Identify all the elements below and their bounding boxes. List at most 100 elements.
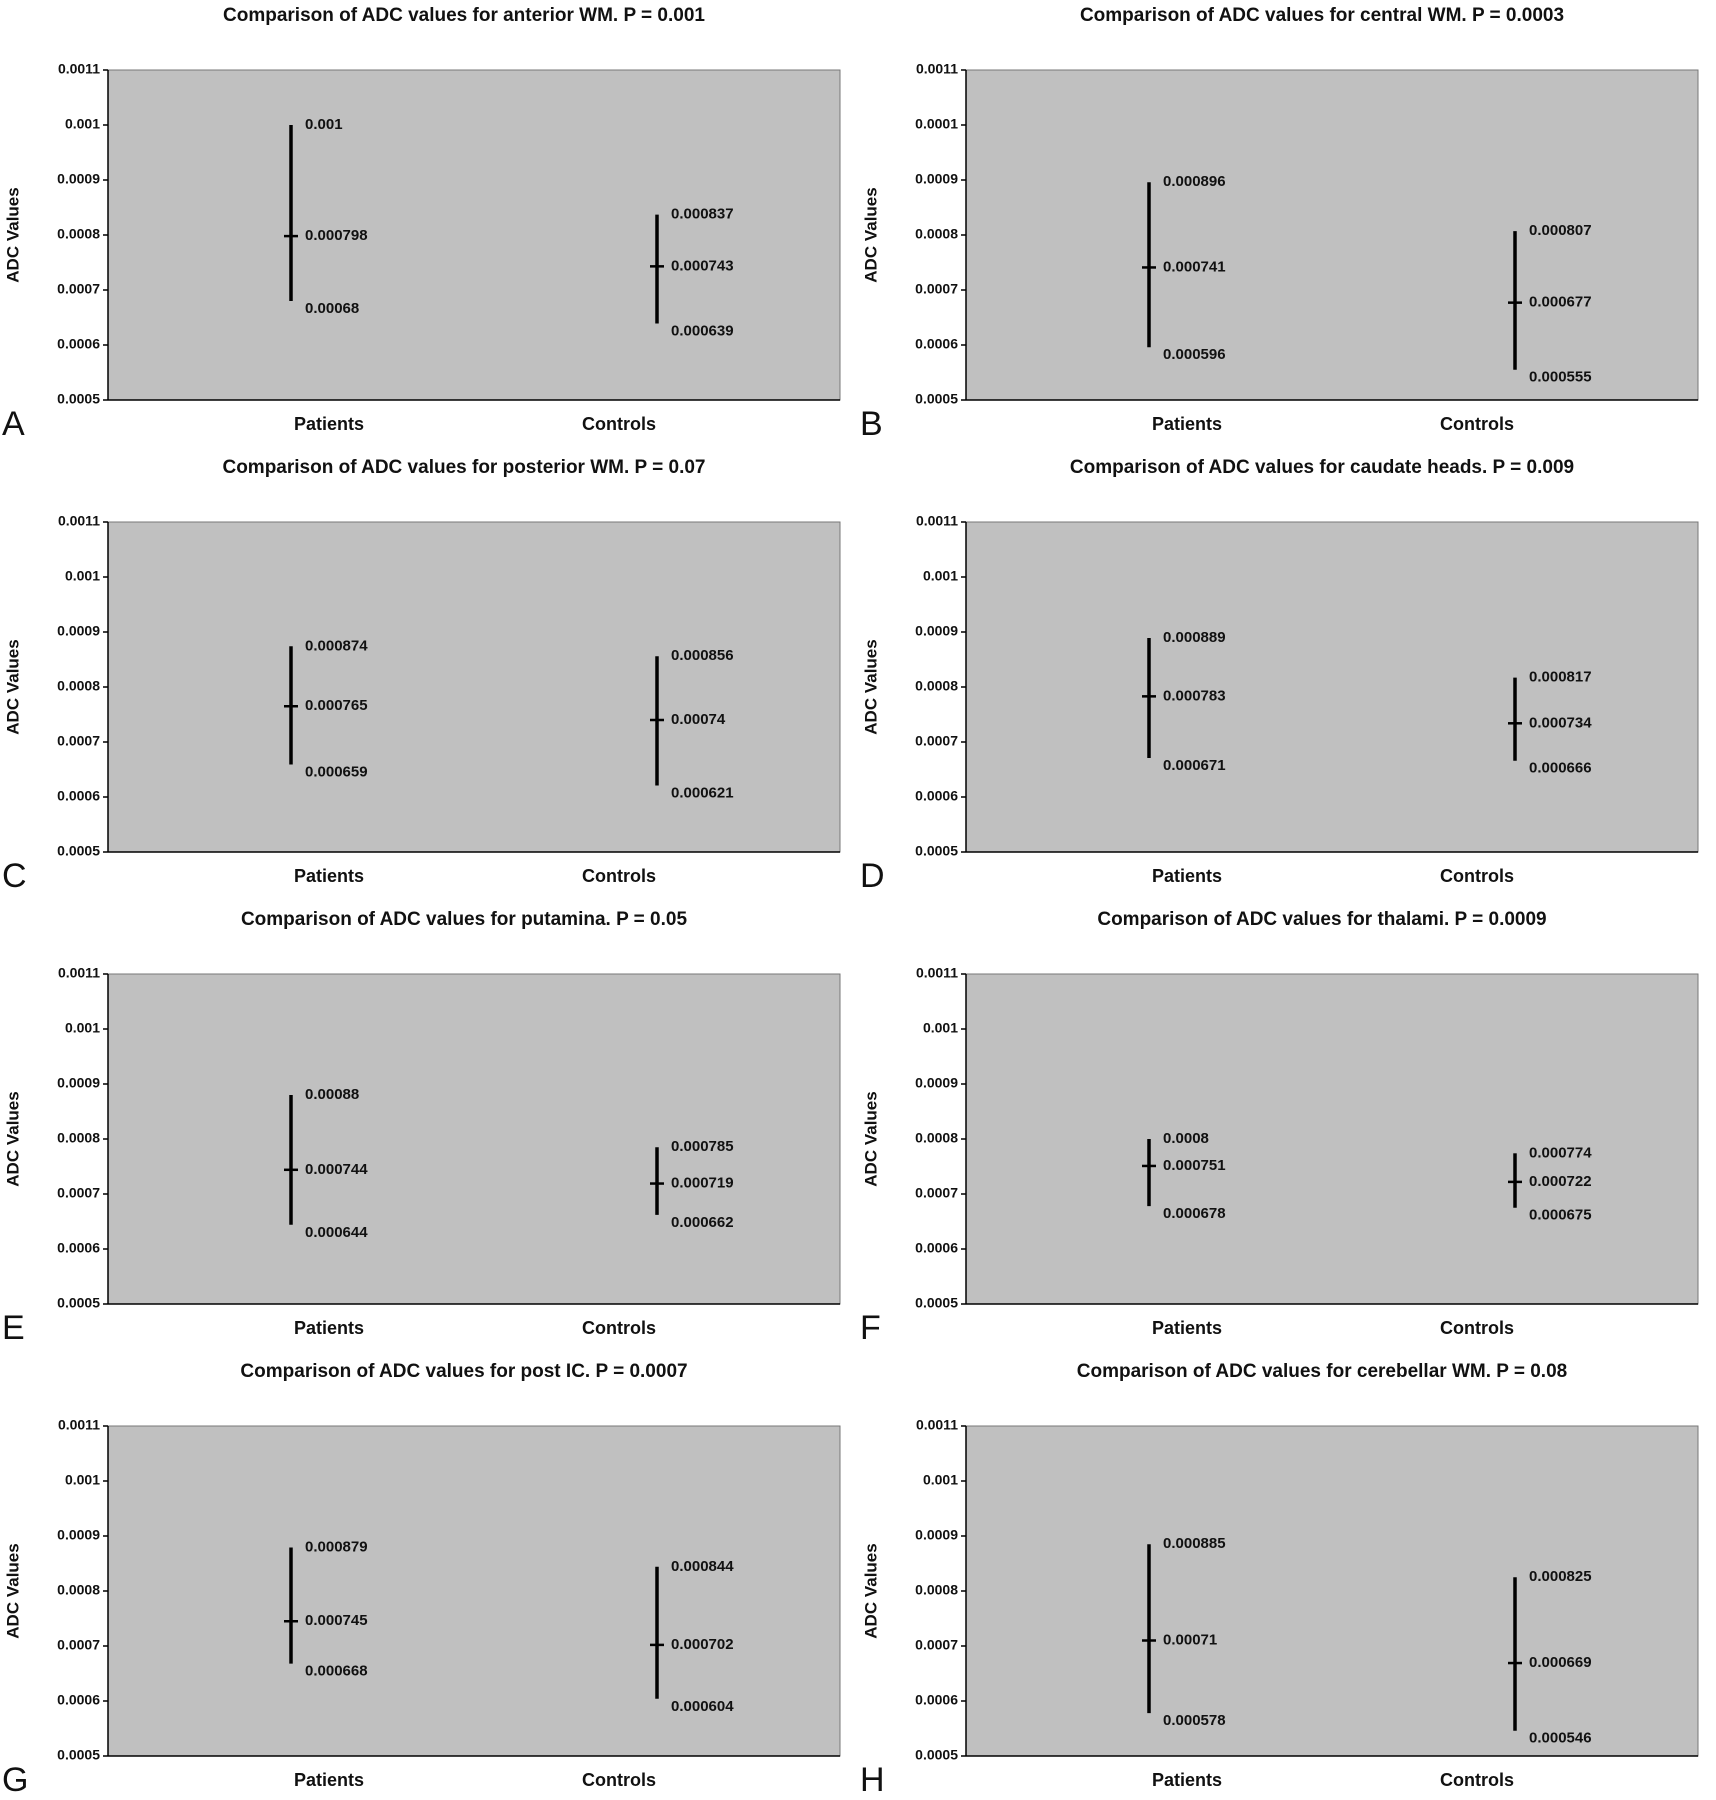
- y-tick-label: 0.0006: [915, 336, 958, 352]
- x-tick-label: Patients: [1152, 414, 1222, 434]
- y-tick-label: 0.0007: [915, 281, 958, 297]
- value-label-low: 0.000662: [671, 1214, 734, 1231]
- y-tick-label: 0.0001: [915, 116, 958, 132]
- y-tick-label: 0.001: [65, 116, 100, 132]
- x-tick-label: Controls: [1440, 1770, 1514, 1790]
- value-label-high: 0.00088: [305, 1086, 359, 1103]
- x-tick-label: Controls: [582, 866, 656, 886]
- value-label-high: 0.0008: [1163, 1130, 1209, 1147]
- y-tick-label: 0.0009: [915, 1075, 958, 1091]
- value-label-low: 0.000604: [671, 1698, 734, 1715]
- y-tick-label: 0.001: [65, 568, 100, 584]
- x-tick-label: Controls: [582, 1318, 656, 1338]
- y-tick-label: 0.0005: [57, 1295, 100, 1311]
- y-tick-label: 0.0006: [57, 788, 100, 804]
- value-label-high: 0.000825: [1529, 1568, 1592, 1585]
- panel-letter: E: [2, 1309, 25, 1347]
- value-label-mid: 0.000722: [1529, 1173, 1592, 1190]
- value-label-low: 0.000671: [1163, 757, 1226, 774]
- value-label-mid: 0.000744: [305, 1161, 368, 1178]
- value-label-mid: 0.000734: [1529, 714, 1592, 731]
- y-tick-label: 0.0011: [58, 61, 100, 77]
- value-label-high: 0.000817: [1529, 669, 1592, 686]
- y-tick-label: 0.0009: [57, 1075, 100, 1091]
- x-tick-label: Controls: [1440, 866, 1514, 886]
- value-label-mid: 0.000741: [1163, 258, 1226, 275]
- value-label-mid: 0.000719: [671, 1175, 734, 1192]
- y-tick-label: 0.0008: [915, 1582, 958, 1598]
- y-axis-label: ADC Values: [861, 187, 880, 282]
- panel: Comparison of ADC values for anterior WM…: [2, 5, 841, 443]
- value-label-low: 0.000666: [1529, 760, 1592, 777]
- y-tick-label: 0.0008: [915, 226, 958, 242]
- panel: Comparison of ADC values for cerebellar …: [860, 1361, 1699, 1799]
- y-tick-label: 0.0009: [57, 623, 100, 639]
- y-tick-label: 0.0008: [915, 1130, 958, 1146]
- y-tick-label: 0.0007: [915, 733, 958, 749]
- y-tick-label: 0.0011: [916, 61, 958, 77]
- value-label-low: 0.00068: [305, 300, 359, 317]
- y-tick-label: 0.0008: [57, 678, 100, 694]
- y-tick-label: 0.001: [923, 1020, 958, 1036]
- value-label-high: 0.001: [305, 116, 343, 133]
- value-label-low: 0.000555: [1529, 369, 1592, 386]
- y-tick-label: 0.0006: [57, 1240, 100, 1256]
- value-label-mid: 0.000783: [1163, 687, 1226, 704]
- x-tick-label: Patients: [294, 414, 364, 434]
- x-tick-label: Controls: [1440, 414, 1514, 434]
- chart-title: Comparison of ADC values for caudate hea…: [1070, 457, 1574, 478]
- chart-title: Comparison of ADC values for thalami. P …: [1097, 909, 1546, 930]
- y-tick-label: 0.0006: [57, 1692, 100, 1708]
- y-tick-label: 0.0005: [915, 843, 958, 859]
- panel-letter: H: [860, 1761, 885, 1799]
- value-label-mid: 0.000702: [671, 1636, 734, 1653]
- y-tick-label: 0.0006: [57, 336, 100, 352]
- value-label-mid: 0.000745: [305, 1612, 368, 1629]
- panel-letter: G: [2, 1761, 28, 1799]
- y-tick-label: 0.0009: [915, 171, 958, 187]
- chart-title: Comparison of ADC values for central WM.…: [1080, 5, 1564, 26]
- y-tick-label: 0.0009: [915, 623, 958, 639]
- y-tick-label: 0.0005: [915, 391, 958, 407]
- value-label-high: 0.000879: [305, 1539, 368, 1556]
- x-tick-label: Patients: [294, 866, 364, 886]
- value-label-high: 0.000874: [305, 637, 368, 654]
- plot-area: [965, 69, 1699, 401]
- value-label-low: 0.000639: [671, 323, 734, 340]
- panel: Comparison of ADC values for post IC. P …: [2, 1361, 841, 1799]
- plot-area: [107, 1425, 841, 1757]
- y-tick-label: 0.0006: [915, 788, 958, 804]
- x-tick-label: Controls: [582, 1770, 656, 1790]
- chart-title: Comparison of ADC values for posterior W…: [222, 457, 705, 478]
- y-tick-label: 0.0009: [915, 1527, 958, 1543]
- y-tick-label: 0.0006: [915, 1692, 958, 1708]
- panel-letter: B: [860, 405, 883, 443]
- y-tick-label: 0.0011: [58, 513, 100, 529]
- chart-title: Comparison of ADC values for cerebellar …: [1077, 1361, 1567, 1382]
- value-label-high: 0.000844: [671, 1558, 734, 1575]
- y-axis-label: ADC Values: [861, 1091, 880, 1186]
- y-axis-label: ADC Values: [3, 187, 22, 282]
- plot-area: [965, 973, 1699, 1305]
- y-tick-label: 0.0005: [915, 1747, 958, 1763]
- y-tick-label: 0.001: [65, 1020, 100, 1036]
- y-tick-label: 0.0009: [57, 171, 100, 187]
- y-tick-label: 0.001: [923, 1472, 958, 1488]
- x-tick-label: Patients: [294, 1318, 364, 1338]
- value-label-mid: 0.00071: [1163, 1631, 1217, 1648]
- value-label-high: 0.000889: [1163, 629, 1226, 646]
- value-label-mid: 0.00074: [671, 711, 726, 728]
- value-label-high: 0.000785: [671, 1138, 734, 1155]
- y-axis-label: ADC Values: [861, 639, 880, 734]
- value-label-low: 0.000621: [671, 784, 734, 801]
- value-label-high: 0.000896: [1163, 173, 1226, 190]
- chart-title: Comparison of ADC values for putamina. P…: [241, 909, 688, 930]
- y-tick-label: 0.0011: [58, 1417, 100, 1433]
- y-axis-label: ADC Values: [3, 639, 22, 734]
- value-label-low: 0.000675: [1529, 1207, 1592, 1224]
- value-label-high: 0.000807: [1529, 222, 1592, 239]
- y-tick-label: 0.0005: [915, 1295, 958, 1311]
- y-tick-label: 0.0007: [57, 281, 100, 297]
- panel: Comparison of ADC values for posterior W…: [2, 457, 841, 895]
- value-label-mid: 0.000743: [671, 257, 734, 274]
